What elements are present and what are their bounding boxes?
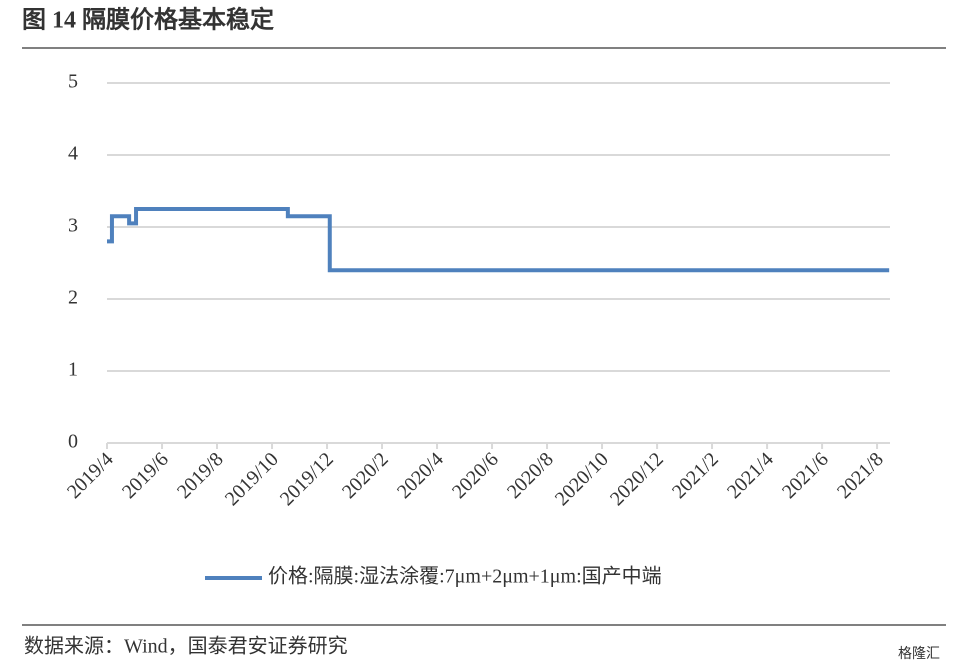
source: 数据来源：Wind，国泰君安证券研究	[24, 635, 348, 658]
chart-title: 图 14 隔膜价格基本稳定	[22, 6, 274, 34]
data-line	[107, 207, 890, 273]
x-tick-label: 2019/8	[173, 448, 228, 503]
y-tick-label: 2	[68, 287, 78, 309]
x-tick-label: 2021/8	[833, 448, 888, 503]
y-tick-label: 4	[68, 143, 78, 165]
legend-label: 价格:隔膜:湿法涂覆:7μm+2μm+1μm:国产中端	[268, 565, 662, 588]
x-tick-label: 2020/10	[551, 448, 613, 510]
x-tick-label: 2020/4	[393, 448, 448, 503]
x-tick-label: 2020/2	[338, 448, 393, 503]
x-tick-label: 2019/12	[276, 448, 338, 510]
y-tick-label: 5	[68, 71, 78, 93]
y-tick-label: 3	[68, 215, 78, 237]
y-tick-label: 1	[68, 359, 78, 381]
watermark: 格隆汇	[898, 646, 940, 662]
x-tick-label: 2020/8	[503, 448, 558, 503]
x-tick-label: 2019/4	[63, 448, 118, 503]
x-tick-label: 2021/4	[723, 448, 778, 503]
x-tick-label: 2021/2	[668, 448, 723, 503]
x-tick-label: 2021/6	[778, 448, 833, 503]
y-tick-label: 0	[68, 431, 78, 453]
x-tick-label: 2019/10	[221, 448, 283, 510]
x-tick-label: 2020/6	[448, 448, 503, 503]
x-tick-label: 2019/6	[118, 448, 173, 503]
x-tick-label: 2020/12	[606, 448, 668, 510]
